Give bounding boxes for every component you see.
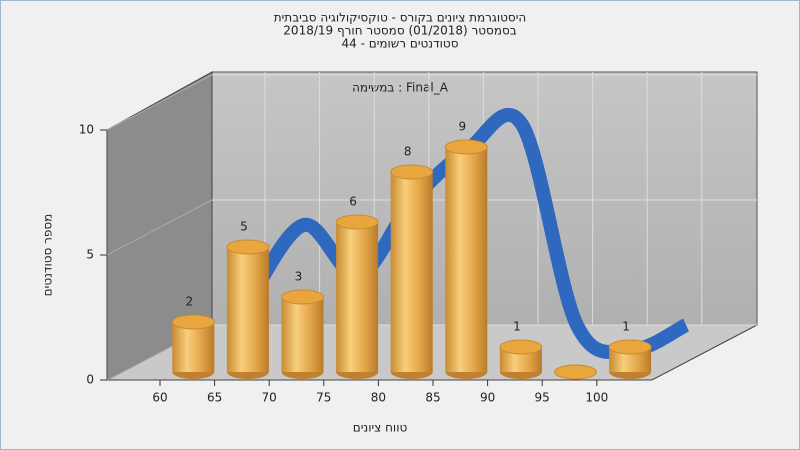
grid-line	[106, 199, 213, 256]
bar	[608, 339, 652, 379]
y-tick-label: 10	[79, 123, 94, 137]
bar	[554, 364, 597, 380]
bar-body	[445, 147, 488, 372]
bar	[335, 214, 379, 379]
bar	[281, 289, 324, 379]
data-label: 1	[622, 320, 630, 334]
chart-title: סטודנטים רשומים - 44	[341, 37, 458, 51]
chart-title: בסמסטר (01/2018) סמסטר חורף 2018/19	[283, 24, 516, 38]
data-label: 6	[349, 195, 357, 209]
bar-top	[554, 364, 597, 380]
bar-top	[390, 164, 434, 180]
bar-top	[444, 139, 488, 155]
x-tick-label: 80	[371, 391, 386, 405]
x-tick-label: 65	[207, 391, 222, 405]
annotation: במשימה : Final_A	[352, 81, 449, 95]
bar	[444, 139, 488, 379]
data-label: 2	[185, 295, 193, 309]
data-label: 5	[240, 220, 248, 234]
x-tick-label: 90	[480, 391, 495, 405]
y-axis-label: מספר סטודנטים	[41, 214, 55, 297]
chart-title: היסטוגרמת ציונים בקורס - טוקסיקולוגיה סב…	[274, 11, 527, 25]
data-label: 1	[513, 320, 521, 334]
bar-body	[226, 247, 269, 372]
bar-body	[390, 172, 433, 372]
x-tick-label: 85	[425, 391, 440, 405]
bar-body	[281, 297, 324, 372]
x-tick-label: 75	[316, 391, 331, 405]
bar-top	[499, 339, 543, 355]
x-tick-label: 60	[152, 391, 167, 405]
bar-top	[281, 289, 324, 305]
bar-top	[226, 239, 270, 255]
x-axis-label: טווח ציונים	[353, 421, 408, 435]
x-tick-label: 95	[535, 391, 550, 405]
bar	[390, 164, 434, 379]
bar-top	[608, 339, 652, 355]
bar-top	[335, 214, 379, 230]
bar	[226, 239, 270, 379]
bar	[171, 314, 215, 379]
bar	[499, 339, 543, 379]
data-label: 9	[458, 120, 466, 134]
x-tick-label: 70	[262, 391, 277, 405]
bar-top	[171, 314, 215, 330]
y-tick-label: 5	[86, 248, 94, 262]
data-label: 3	[295, 270, 303, 284]
grid-line	[106, 74, 213, 131]
x-tick-label: 100	[585, 391, 608, 405]
data-label: 8	[404, 145, 412, 159]
bar-body	[336, 222, 379, 372]
y-tick-label: 0	[86, 373, 94, 387]
bar-body	[172, 322, 215, 372]
